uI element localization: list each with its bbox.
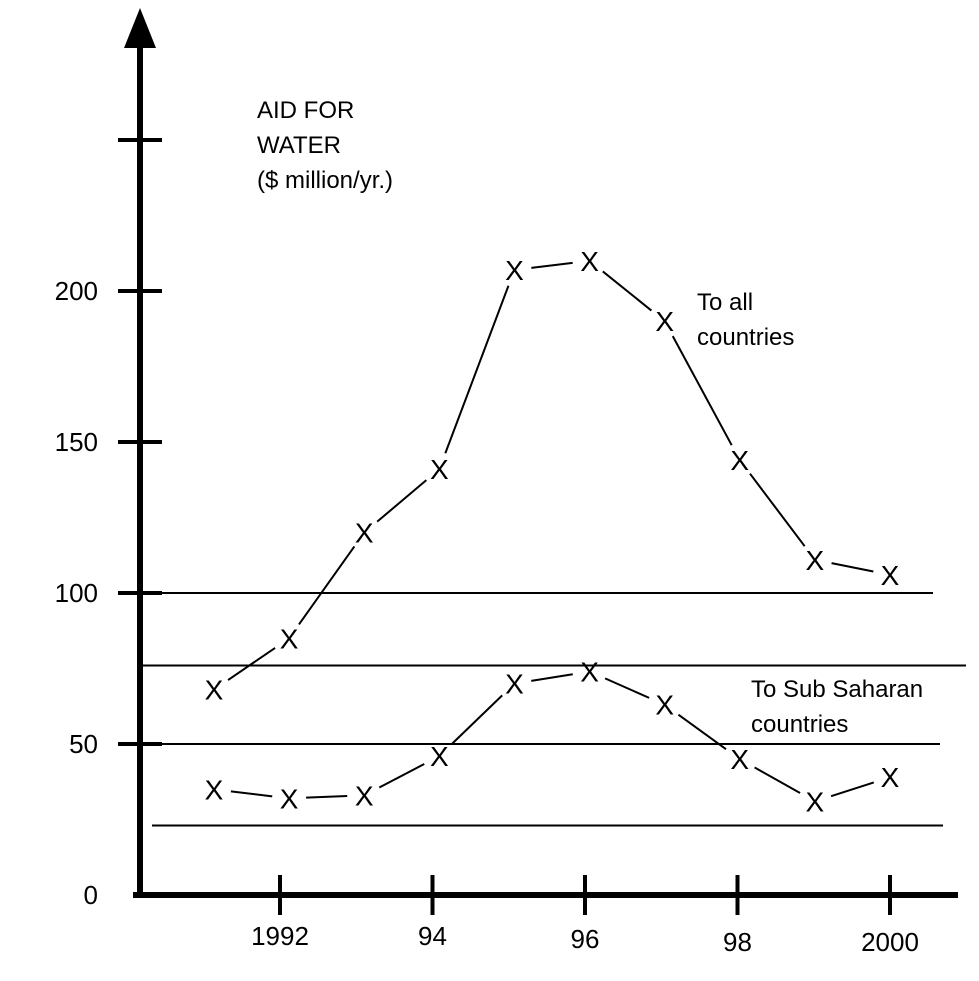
- series-line-segment: [376, 479, 427, 523]
- y-axis-arrow: [124, 8, 156, 48]
- data-point-marker: X: [430, 741, 449, 772]
- series-line-segment: [677, 713, 727, 750]
- data-point-marker: X: [205, 774, 224, 805]
- series-line-segment: [531, 673, 573, 682]
- series-line-segment: [227, 647, 276, 681]
- series-line-segment: [298, 545, 356, 626]
- data-point-marker: X: [881, 762, 900, 793]
- data-point-marker: X: [280, 623, 299, 654]
- data-point-marker: X: [580, 657, 599, 688]
- data-point-marker: X: [730, 744, 749, 775]
- series-line-segment: [378, 763, 425, 789]
- series-label-all-countries-line-2: countries: [697, 324, 794, 351]
- series-group: X X X X X X X X X X X X X X X X X X X X: [205, 246, 900, 818]
- series-line-segment: [602, 270, 653, 312]
- data-point-marker: X: [355, 518, 374, 549]
- data-point-marker: X: [505, 669, 524, 700]
- series-label-sub-saharan-line-1: To Sub Saharan: [751, 676, 923, 703]
- data-point-marker: X: [806, 786, 825, 817]
- y-tick-label: 200: [55, 276, 98, 306]
- series-line-segment: [444, 285, 510, 454]
- data-point-marker: X: [430, 454, 449, 485]
- series-line-segment: [754, 766, 801, 794]
- y-tick-label: 50: [69, 729, 98, 759]
- series-label-all-countries-line-1: To all: [697, 289, 753, 316]
- series-line-segment: [604, 677, 650, 699]
- x-tick-label: 2000: [861, 927, 919, 957]
- series-line-segment: [450, 694, 503, 745]
- y-axis-label-line-2: WATER: [257, 132, 341, 159]
- series-line-segment: [531, 261, 573, 269]
- x-tick-label: 1992: [251, 921, 309, 951]
- data-point-marker: X: [505, 255, 524, 286]
- y-axis-label-line-1: AID FOR: [257, 97, 354, 124]
- x-ticks: 1992 94 96 98 2000: [251, 875, 919, 957]
- data-point-marker: X: [205, 675, 224, 706]
- series-line-segment: [749, 473, 806, 547]
- axes: [124, 8, 958, 898]
- y-axis-label-line-3: ($ million/yr.): [257, 167, 393, 194]
- series-line-segment: [671, 335, 733, 446]
- reference-lines: [140, 592, 966, 827]
- series-label-sub-saharan-line-2: countries: [751, 711, 848, 738]
- y-tick-label: 150: [55, 427, 98, 457]
- series-line-segment: [306, 795, 348, 799]
- data-point-marker: X: [730, 445, 749, 476]
- series-line-segment: [830, 781, 875, 798]
- x-tick-label: 98: [723, 927, 752, 957]
- x-tick-label: 96: [571, 924, 600, 954]
- y-axis-label: AID FOR WATER ($ million/yr.): [257, 97, 393, 194]
- series-2: X X X X X X X X X X: [205, 657, 900, 818]
- y-ticks: 0 50 100 150 200: [55, 138, 162, 910]
- series-label-all-countries: To all countries: [697, 289, 794, 351]
- series-1: X X X X X X X X X X: [205, 246, 900, 706]
- data-point-marker: X: [655, 690, 674, 721]
- y-tick-label: 100: [55, 578, 98, 608]
- data-point-marker: X: [580, 246, 599, 277]
- y-tick-label: 0: [84, 880, 98, 910]
- series-line-segment: [831, 562, 874, 573]
- data-point-marker: X: [655, 306, 674, 337]
- series-line-segment: [230, 790, 273, 798]
- x-tick-label: 94: [418, 921, 447, 951]
- data-point-marker: X: [280, 783, 299, 814]
- series-label-sub-saharan: To Sub Saharan countries: [751, 676, 930, 738]
- data-point-marker: X: [806, 545, 825, 576]
- data-point-marker: X: [881, 560, 900, 591]
- data-point-marker: X: [355, 780, 374, 811]
